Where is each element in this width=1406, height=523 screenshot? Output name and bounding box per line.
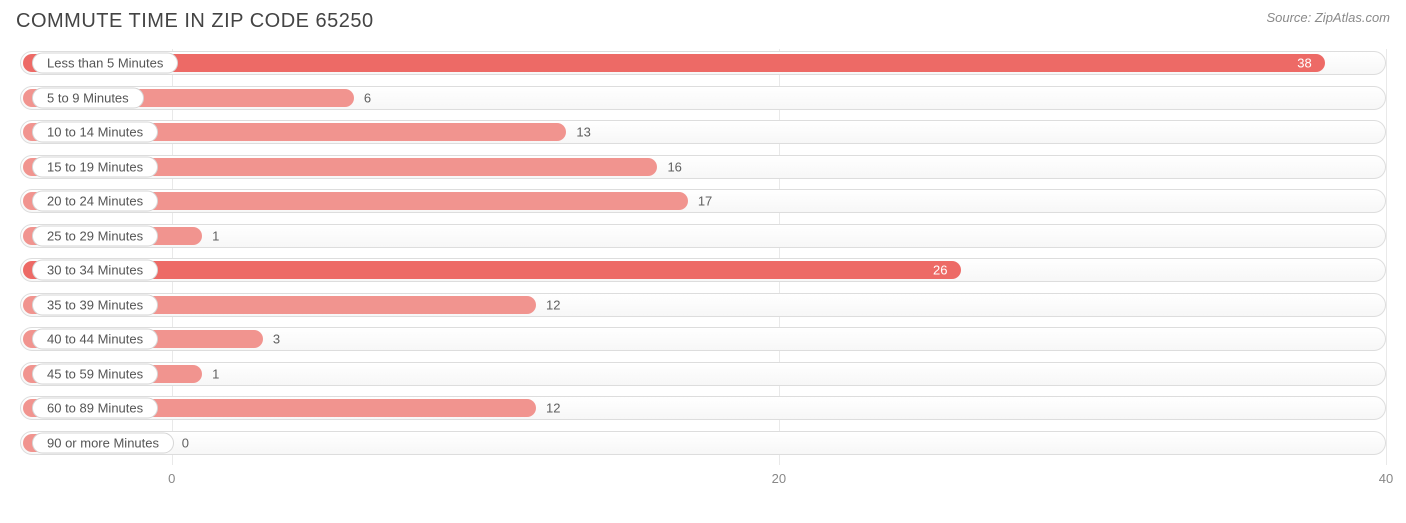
x-axis: 02040 bbox=[20, 469, 1386, 489]
bar-row: 10 to 14 Minutes 13 bbox=[20, 118, 1386, 146]
bar-track bbox=[20, 431, 1386, 455]
value-label: 1 bbox=[212, 366, 219, 381]
category-label-pill: 60 to 89 Minutes bbox=[32, 398, 158, 419]
value-label: 17 bbox=[698, 194, 712, 209]
bar-track bbox=[20, 224, 1386, 248]
gridline bbox=[1386, 49, 1387, 465]
category-label-pill: 35 to 39 Minutes bbox=[32, 294, 158, 315]
bar-row: 25 to 29 Minutes 1 bbox=[20, 222, 1386, 250]
value-label: 0 bbox=[182, 435, 189, 450]
value-label: 6 bbox=[364, 90, 371, 105]
bar bbox=[23, 54, 1325, 72]
chart-source: Source: ZipAtlas.com bbox=[1266, 10, 1390, 25]
chart-header: COMMUTE TIME IN ZIP CODE 65250 Source: Z… bbox=[12, 8, 1394, 35]
bar-row: 15 to 19 Minutes 16 bbox=[20, 153, 1386, 181]
x-tick-label: 20 bbox=[772, 471, 786, 486]
bar-row: 35 to 39 Minutes 12 bbox=[20, 291, 1386, 319]
category-label-pill: 5 to 9 Minutes bbox=[32, 87, 144, 108]
value-label: 13 bbox=[576, 125, 590, 140]
bar bbox=[23, 261, 961, 279]
category-label-pill: 25 to 29 Minutes bbox=[32, 225, 158, 246]
value-label: 3 bbox=[273, 332, 280, 347]
bar-row: Less than 5 Minutes 38 bbox=[20, 49, 1386, 77]
category-label-pill: 20 to 24 Minutes bbox=[32, 191, 158, 212]
category-label-pill: 90 or more Minutes bbox=[32, 432, 174, 453]
value-label: 16 bbox=[667, 159, 681, 174]
value-label: 12 bbox=[546, 297, 560, 312]
bar-row: 5 to 9 Minutes 6 bbox=[20, 84, 1386, 112]
plot-area: Less than 5 Minutes 38 5 to 9 Minutes 6 10 t… bbox=[20, 49, 1386, 489]
category-label-pill: 40 to 44 Minutes bbox=[32, 329, 158, 350]
bar-row: 60 to 89 Minutes 12 bbox=[20, 394, 1386, 422]
x-tick-label: 40 bbox=[1379, 471, 1393, 486]
bar-row: 20 to 24 Minutes 17 bbox=[20, 187, 1386, 215]
bars-group: Less than 5 Minutes 38 5 to 9 Minutes 6 10 t… bbox=[20, 49, 1386, 457]
bar-track bbox=[20, 362, 1386, 386]
value-label: 38 bbox=[1297, 56, 1311, 71]
bar-row: 30 to 34 Minutes 26 bbox=[20, 256, 1386, 284]
value-label: 1 bbox=[212, 228, 219, 243]
x-tick-label: 0 bbox=[168, 471, 175, 486]
category-label-pill: 45 to 59 Minutes bbox=[32, 363, 158, 384]
bar-row: 40 to 44 Minutes 3 bbox=[20, 325, 1386, 353]
value-label: 12 bbox=[546, 401, 560, 416]
bar-row: 45 to 59 Minutes 1 bbox=[20, 360, 1386, 388]
value-label: 26 bbox=[933, 263, 947, 278]
chart-title: COMMUTE TIME IN ZIP CODE 65250 bbox=[16, 10, 374, 33]
category-label-pill: 30 to 34 Minutes bbox=[32, 260, 158, 281]
bar-row: 90 or more Minutes 0 bbox=[20, 429, 1386, 457]
category-label-pill: 15 to 19 Minutes bbox=[32, 156, 158, 177]
category-label-pill: 10 to 14 Minutes bbox=[32, 122, 158, 143]
chart-container: COMMUTE TIME IN ZIP CODE 65250 Source: Z… bbox=[0, 0, 1406, 523]
category-label-pill: Less than 5 Minutes bbox=[32, 53, 178, 74]
